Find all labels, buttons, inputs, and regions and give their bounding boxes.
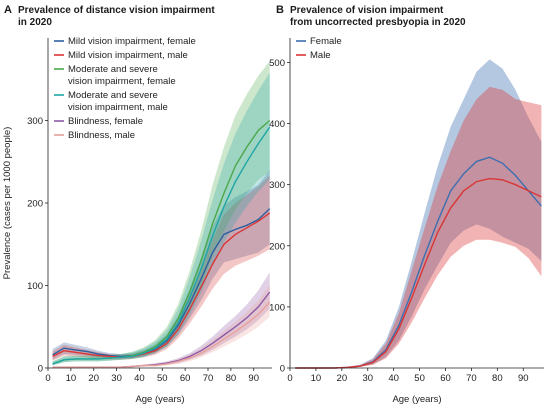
ci-band-1 xyxy=(295,59,542,369)
legend-label-5: Blindness, female xyxy=(68,116,143,127)
chart-b: 0 10 20 30 40 50 60 70 80 90 0 100 200 300 400 500 Age (… xyxy=(269,36,544,405)
x-tick-label: 70 xyxy=(203,373,214,384)
panel-b-title-line-1: Prevalence of vision impairment xyxy=(290,5,444,16)
legend-label-4: vision impairment, male xyxy=(68,102,168,113)
y-tick-label: 100 xyxy=(27,281,43,292)
legend-label-1: Female xyxy=(310,36,342,47)
x-tick-label: 30 xyxy=(111,373,122,384)
legend-label-3: vision impairment, female xyxy=(68,76,176,87)
x-tick-label: 60 xyxy=(440,373,451,384)
legend-label-1: Mild vision impairment, female xyxy=(68,36,196,47)
x-tick-label: 50 xyxy=(414,373,425,384)
x-tick-label: 60 xyxy=(180,373,191,384)
x-tick-label: 10 xyxy=(311,373,322,384)
legend-label-6: Blindness, male xyxy=(68,130,135,141)
panel-a-title-line-2: in 2020 xyxy=(18,17,52,28)
x-tick-label: 30 xyxy=(362,373,373,384)
x-axis-label: Age (years) xyxy=(135,394,184,405)
x-tick-label: 70 xyxy=(466,373,477,384)
x-tick-label: 90 xyxy=(248,373,259,384)
legend-label-4: Moderate and severe xyxy=(68,90,158,101)
x-tick-label: 80 xyxy=(226,373,237,384)
y-tick-label: 200 xyxy=(269,241,285,252)
series-line-2 xyxy=(52,212,271,359)
panel-b-letter: B xyxy=(276,4,284,16)
x-tick-label: 90 xyxy=(518,373,529,384)
legend-label-2: Male xyxy=(310,50,331,61)
y-axis-label: Prevalence (cases per 1000 people) xyxy=(2,127,13,280)
panel-a-letter: A xyxy=(4,4,12,16)
y-tick-label: 400 xyxy=(269,119,285,130)
series-line-6 xyxy=(52,301,271,368)
ci-band-2 xyxy=(295,86,542,369)
chart-a: 0 10 20 30 40 50 60 70 80 90 0 100 200 300 Age (years)… xyxy=(2,36,272,405)
y-tick-label: 500 xyxy=(269,58,285,69)
y-tick-label: 200 xyxy=(27,199,43,210)
x-tick-label: 10 xyxy=(66,373,77,384)
x-tick-label: 20 xyxy=(337,373,348,384)
y-tick-label: 0 xyxy=(38,364,43,375)
x-tick-label: 20 xyxy=(88,373,99,384)
panel-a-title-line-1: Prevalence of distance vision impairment xyxy=(18,5,215,16)
series-line-1 xyxy=(52,208,271,358)
ci-band-3 xyxy=(52,61,270,366)
x-tick-label: 50 xyxy=(157,373,168,384)
x-tick-label: 0 xyxy=(45,373,50,384)
x-tick-label: 40 xyxy=(134,373,145,384)
ci-band-2 xyxy=(52,175,270,361)
x-axis-label: Age (years) xyxy=(392,394,441,405)
y-tick-label: 300 xyxy=(27,116,43,127)
legend-label-2: Mild vision impairment, male xyxy=(68,50,188,61)
x-tick-label: 40 xyxy=(388,373,399,384)
legend-label-3: Moderate and severe xyxy=(68,64,158,75)
panel-b-title-line-2: from uncorrected presbyopia in 2020 xyxy=(290,17,466,28)
y-tick-label: 100 xyxy=(269,302,285,313)
x-tick-label: 0 xyxy=(287,373,292,384)
series-line-4 xyxy=(52,126,271,365)
y-tick-label: 300 xyxy=(269,180,285,191)
ci-band-4 xyxy=(52,72,270,366)
ci-band-6 xyxy=(52,284,270,368)
y-tick-label: 0 xyxy=(280,364,285,375)
x-tick-label: 80 xyxy=(492,373,503,384)
